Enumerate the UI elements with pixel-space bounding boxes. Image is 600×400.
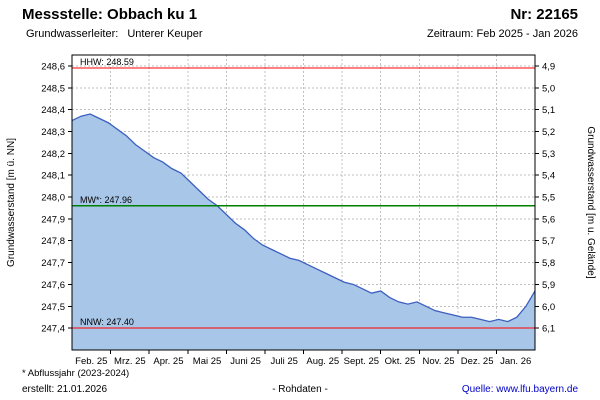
ytick-left-label: 247,7	[41, 258, 65, 269]
station-number: Nr: 22165	[510, 6, 578, 23]
ytick-left-label: 248,4	[41, 105, 65, 116]
ytick-left-label: 248,3	[41, 127, 65, 138]
ytick-left-label: 247,5	[41, 302, 65, 313]
ytick-right-label: 5,4	[542, 171, 555, 182]
refline-label-NNW: NNW: 247.40	[80, 317, 134, 327]
aquifer: Grundwasserleiter: Unterer Keuper	[26, 28, 203, 40]
ytick-left-label: 248,0	[41, 193, 65, 204]
xtick-label: Nov. 25	[423, 356, 455, 367]
groundwater-chart: 248,6 4,9 248,5 5,0 248,4 5,1 248,3 5,2 248,2 5,3…	[6, 54, 596, 367]
period-label: Zeitraum: Feb 2025 - Jan 2026	[426, 28, 578, 40]
ytick-right-label: 6,0	[542, 302, 555, 313]
xtick-label: Apr. 25	[153, 356, 183, 367]
ytick-right-label: 5,8	[542, 258, 555, 269]
source-link[interactable]: Quelle: www.lfu.bayern.de	[461, 384, 578, 395]
xtick-label: Sept. 25	[344, 356, 379, 367]
series-line	[71, 113, 536, 323]
ytick-left-label: 248,6	[41, 61, 65, 72]
ytick-right-label: 6,1	[542, 324, 555, 335]
xtick-label: Feb. 25	[75, 356, 107, 367]
ytick-left-label: 247,4	[41, 324, 65, 335]
ytick-left-label: 248,1	[41, 171, 65, 182]
ytick-left-label: 247,9	[41, 214, 65, 225]
refline-label-MW: MW*: 247.96	[80, 195, 132, 205]
xtick-label: Aug. 25	[306, 356, 339, 367]
aquifer-label: Grundwasserleiter:	[26, 28, 119, 40]
ytick-right-label: 5,9	[542, 280, 555, 291]
axis-title-left: Grundwasserstand [m ü. NN]	[6, 138, 17, 267]
ytick-left-label: 247,8	[41, 236, 65, 247]
series-area	[72, 114, 535, 350]
footer: erstellt: 21.01.2026 - Rohdaten - Quelle…	[22, 384, 578, 395]
xtick-label: Okt. 25	[385, 356, 416, 367]
created-date: erstellt: 21.01.2026	[22, 384, 108, 395]
aquifer-value: Unterer Keuper	[127, 28, 203, 40]
axis-ticks	[68, 65, 539, 354]
subheader: Grundwasserleiter: Unterer Keuper Zeitrau…	[26, 28, 578, 40]
xtick-label: Mai 25	[193, 356, 222, 367]
xtick-label: Dez. 25	[461, 356, 494, 367]
ytick-left-label: 247,6	[41, 280, 65, 291]
header: Messstelle: Obbach ku 1 Nr: 22165	[22, 6, 578, 23]
ytick-right-label: 5,3	[542, 149, 555, 160]
footnote-abflussjahr: * Abflussjahr (2023-2024)	[22, 368, 130, 379]
axis-title-right: Grundwasserstand [m u. Gelände]	[585, 126, 596, 279]
ytick-right-label: 5,5	[542, 193, 555, 204]
plot-frame	[71, 54, 536, 351]
station-title: Messstelle: Obbach ku 1	[22, 6, 198, 23]
ytick-left-label: 248,2	[41, 149, 65, 160]
ytick-right-label: 4,9	[542, 61, 555, 72]
ytick-right-label: 5,2	[542, 127, 555, 138]
ytick-right-label: 5,7	[542, 236, 555, 247]
ytick-right-label: 5,0	[542, 83, 555, 94]
xtick-label: Mrz. 25	[114, 356, 146, 367]
ytick-left-label: 248,5	[41, 83, 65, 94]
xtick-label: Juni 25	[230, 356, 261, 367]
rohdaten-label: - Rohdaten -	[272, 384, 328, 395]
refline-label-HHW: HHW: 248.59	[80, 57, 134, 67]
ytick-right-label: 5,6	[542, 214, 555, 225]
ytick-right-label: 5,1	[542, 105, 555, 116]
xtick-label: Jan. 26	[500, 356, 531, 367]
xtick-label: Juli 25	[270, 356, 297, 367]
